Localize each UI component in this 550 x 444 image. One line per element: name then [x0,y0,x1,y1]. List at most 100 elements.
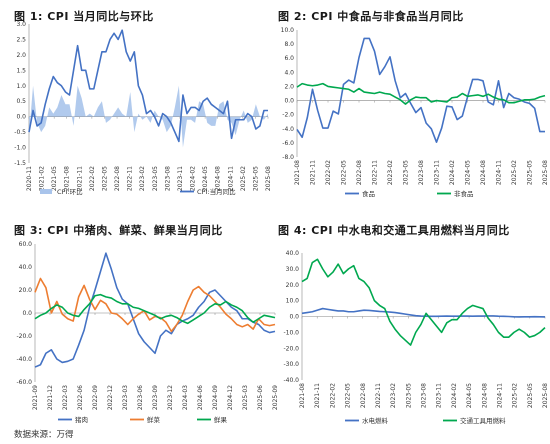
x-tick-label: 2022-02 [325,160,332,185]
y-tick-label: 10.0 [281,27,295,34]
legend-label: 交通工具用燃料 [460,416,506,425]
x-tick-label: 2024-02 [190,166,197,191]
x-tick-label: 2024-11 [496,160,503,185]
x-tick-label: 2022-06 [77,385,84,410]
series-line-0 [296,37,545,143]
y-tick-label: -60.0 [16,379,32,386]
x-tick-label: 2023-09 [152,385,159,410]
y-tick-label: 2.5 [16,36,26,43]
y-tick-label: 20.0 [286,282,300,289]
legend-label: CPI:环比 [57,187,83,196]
x-tick-label: 2022-05 [345,383,352,408]
chart-title-4: 图 4: CPI 中水电和交通工具用燃料当月同比 [278,224,510,237]
y-tick-label: 10.0 [286,298,300,305]
x-tick-label: 2023-05 [405,383,412,408]
x-tick-label: 2023-11 [434,160,441,185]
y-tick-label: 0.0 [289,314,299,321]
legend-label: 鲜果 [214,415,228,424]
x-tick-label: 2022-02 [329,383,336,408]
series-line-1 [28,29,268,143]
x-tick-label: 2025-08 [542,160,549,185]
x-tick-label: 2022-11 [372,160,379,185]
x-tick-label: 2023-11 [436,383,443,408]
y-tick-label: -30.0 [283,361,299,368]
x-tick-label: 2021-11 [310,160,317,185]
y-tick-label: 1.5 [16,67,26,74]
legend-label: CPI:当月同比 [197,187,236,196]
y-tick-label: 0.0 [16,114,26,121]
chart-1-svg: -1.5 -1.0 -0.5 0.0 0.5 1.0 1.5 2.0 2.5 3.0 2020-11… [14,21,272,196]
legend-label: 食品 [362,189,375,198]
legend-label: 猪肉 [75,415,88,424]
y-tick-label: 0.5 [16,98,26,105]
x-tick-label: 2024-05 [465,160,472,185]
y-tick-label: 4.0 [284,69,294,76]
y-tick-label: 2.0 [284,83,294,90]
y-tick-label: -2.0 [282,112,294,119]
x-tick-label: 2024-06 [197,385,204,410]
x-tick-label: 2023-02 [390,383,397,408]
y-tick-label: -1.5 [14,160,26,167]
x-tick-label: 2023-03 [122,385,129,410]
x-tick-label: 2021-08 [64,166,71,191]
y-tick-label: 20.0 [19,287,33,294]
x-tick-label: 2025-06 [257,385,264,410]
x-tick-label: 2021-11 [314,383,321,408]
x-tick-label: 2024-09 [212,385,219,410]
series-line-1 [301,258,546,346]
x-tick-label: 2023-08 [418,160,425,185]
x-tick-label: 2022-08 [360,383,367,408]
x-tick-label: 2024-11 [496,383,503,408]
y-tick-label: -40.0 [283,377,299,384]
y-tick-label: -20.0 [283,345,299,352]
y-tick-label: -0.5 [14,129,26,136]
chart-title-2: 图 2: CPI 中食品与非食品当月同比 [278,10,464,23]
x-tick-label: 2023-11 [177,166,184,191]
x-tick-label: 2024-08 [481,383,488,408]
x-tick-label: 2024-08 [480,160,487,185]
y-tick-label: -10.0 [283,329,299,336]
x-tick-label: 2022-05 [101,166,108,191]
x-tick-label: 2023-02 [139,166,146,191]
x-tick-label: 2024-05 [202,166,209,191]
series-line-0 [301,307,546,318]
chart-2-svg: -8.0 -6.0 -4.0 -2.0 0.0 2.0 4.0 6.0 8.0 10.0 2021-… [281,27,549,198]
series-line-1 [296,82,546,105]
x-tick-label: 2023-05 [152,166,159,191]
y-tick-label: 60.0 [19,241,33,248]
x-tick-label: 2025-05 [527,383,534,408]
series-line-0 [34,252,276,368]
x-tick-label: 2021-09 [32,385,39,410]
x-tick-label: 2023-12 [167,385,174,410]
y-tick-label: -6.0 [282,140,294,147]
x-tick-label: 2021-08 [299,383,306,408]
x-tick-label: 2023-08 [421,383,428,408]
y-tick-label: 2.0 [16,52,26,59]
x-tick-label: 2022-05 [341,160,348,185]
y-tick-label: 40.0 [19,264,33,271]
x-tick-label: 2025-02 [511,160,518,185]
x-tick-label: 2025-02 [240,166,247,191]
x-tick-label: 2025-05 [252,166,259,191]
y-tick-label: 3.0 [16,21,26,28]
x-tick-label: 2025-09 [272,385,279,410]
series-area-0 [29,85,268,148]
x-tick-label: 2022-11 [127,166,134,191]
x-tick-label: 2022-11 [375,383,382,408]
legend-label: 非食品 [454,189,474,198]
x-tick-label: 2024-05 [466,383,473,408]
x-tick-label: 2024-11 [227,166,234,191]
x-tick-label: 2021-12 [47,385,54,410]
x-tick-label: 2024-02 [449,160,456,185]
x-tick-label: 2024-08 [215,166,222,191]
y-tick-label: 0.0 [22,310,32,317]
y-tick-label: -40.0 [16,356,32,363]
chart-title-3: 图 3: CPI 中猪肉、鲜菜、鲜果当月同比 [14,224,223,237]
series-line-1 [34,277,276,333]
x-tick-label: 2022-12 [107,385,114,410]
data-source-note: 数据来源：万得 [14,430,74,440]
y-tick-label: -20.0 [16,333,32,340]
x-tick-label: 2021-05 [51,166,58,191]
x-tick-label: 2024-03 [182,385,189,410]
y-tick-label: 40.0 [286,250,300,257]
